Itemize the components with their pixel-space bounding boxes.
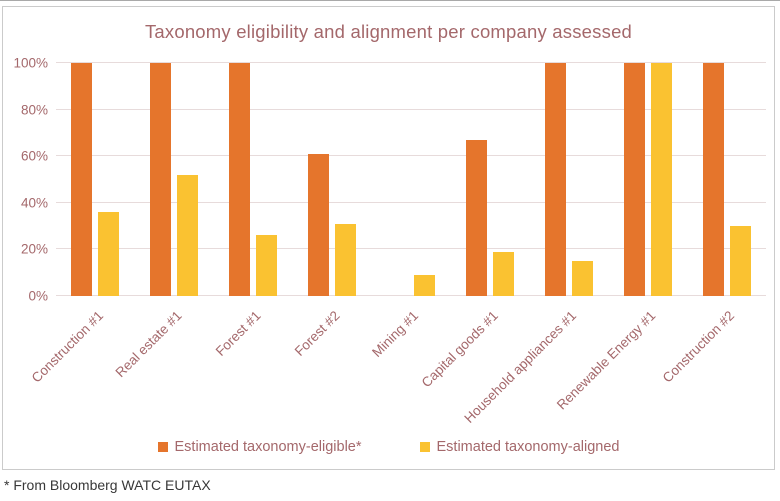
bar-estimated-taxonomy-eligible-construction-1 [71, 63, 93, 296]
chart-frame: Taxonomy eligibility and alignment per c… [2, 6, 775, 470]
y-tick-label-100: 100% [13, 55, 48, 71]
legend-swatch-icon [419, 442, 430, 452]
legend-item-estimated-taxonomy-eligible: Estimated taxonomy-eligible* [157, 439, 362, 455]
bar-estimated-taxonomy-aligned-household-appliances-1 [571, 261, 593, 296]
y-tick-label-80: 80% [20, 102, 48, 118]
x-category-label-construction-2: Construction #2 [659, 308, 738, 386]
bar-estimated-taxonomy-aligned-renewable-energy-1 [650, 63, 672, 296]
bar-group-capital-goods-1: Capital goods #1 [418, 63, 529, 390]
bar-group-household-appliances-1: Household appliances #1 [462, 63, 608, 426]
bar-group-forest-1: Forest #1 [213, 63, 293, 359]
bar-estimated-taxonomy-aligned-forest-2 [335, 223, 357, 296]
plot-area: 0% 20% 40% 60% 80% 100% Construction #1 Real e… [13, 56, 766, 426]
source-footnote: * From Bloomberg WATC EUTAX [4, 477, 211, 493]
bar-group-real-estate-1: Real estate #1 [113, 63, 214, 380]
y-tick-label-0: 0% [28, 288, 48, 304]
y-tick-label-60: 60% [20, 148, 48, 164]
bar-estimated-taxonomy-aligned-construction-2 [729, 226, 751, 296]
bar-estimated-taxonomy-aligned-real-estate-1 [177, 174, 199, 296]
y-tick-label-20: 20% [20, 241, 48, 257]
bar-group-construction-2: Construction #2 [660, 63, 766, 385]
chart-title: Taxonomy eligibility and alignment per c… [144, 21, 633, 42]
bar-estimated-taxonomy-aligned-mining-1 [414, 275, 435, 296]
bar-group-forest-2: Forest #2 [292, 63, 372, 359]
x-category-label-capital-goods-1: Capital goods #1 [418, 308, 501, 391]
legend-label: Estimated taxonomy-aligned [436, 439, 620, 455]
x-category-label-construction-1: Construction #1 [28, 308, 107, 386]
bar-estimated-taxonomy-eligible-household-appliances-1 [544, 63, 566, 296]
x-category-label-real-estate-1: Real estate #1 [112, 308, 185, 381]
bar-estimated-taxonomy-eligible-real-estate-1 [150, 63, 172, 296]
gridline-60 [56, 155, 766, 157]
y-tick-label-40: 40% [20, 195, 48, 211]
bar-estimated-taxonomy-eligible-forest-1 [229, 63, 251, 296]
bar-estimated-taxonomy-aligned-construction-1 [98, 212, 120, 296]
legend-label: Estimated taxonomy-eligible* [174, 439, 362, 455]
bar-estimated-taxonomy-eligible-construction-2 [702, 63, 724, 296]
bar-estimated-taxonomy-eligible-capital-goods-1 [465, 139, 487, 296]
chart-legend: Estimated taxonomy-eligible* Estimated ta… [3, 439, 774, 455]
legend-item-estimated-taxonomy-aligned: Estimated taxonomy-aligned [419, 439, 620, 455]
bar-groups: Construction #1 Real estate #1 Forest #1 Fo… [29, 63, 766, 426]
bar-estimated-taxonomy-aligned-forest-1 [256, 235, 278, 296]
x-category-label-forest-2: Forest #2 [291, 308, 343, 359]
bar-group-renewable-energy-1: Renewable Energy #1 [554, 63, 687, 413]
legend-swatch-icon [157, 442, 168, 452]
bar-estimated-taxonomy-aligned-capital-goods-1 [492, 251, 514, 296]
x-category-label-forest-1: Forest #1 [212, 308, 264, 359]
gridline-40 [56, 201, 766, 203]
gridline-100 [56, 62, 766, 63]
bar-group-mining-1: Mining #1 [370, 63, 451, 360]
bar-estimated-taxonomy-eligible-forest-2 [308, 153, 330, 296]
gridline-0 [56, 295, 766, 296]
gridline-80 [56, 108, 766, 110]
bar-group-construction-1: Construction #1 [29, 63, 135, 385]
page-top-divider [0, 0, 780, 1]
x-category-label-mining-1: Mining #1 [369, 308, 422, 361]
gridline-20 [56, 248, 766, 250]
bar-estimated-taxonomy-eligible-renewable-energy-1 [623, 63, 645, 296]
